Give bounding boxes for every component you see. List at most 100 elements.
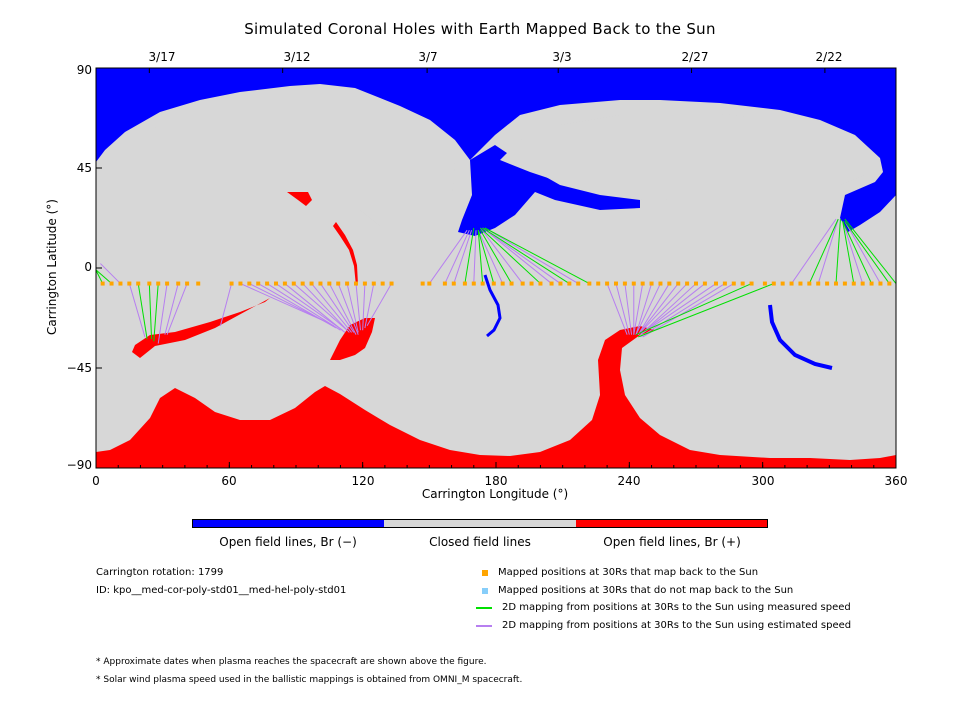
mapped-position-marker bbox=[256, 281, 261, 286]
estimated-mapping-line bbox=[293, 283, 348, 331]
colorbar-frame bbox=[192, 519, 768, 528]
mapped-position-marker bbox=[118, 281, 123, 286]
mapped-position-marker bbox=[185, 281, 190, 286]
estimated-mapping-line bbox=[637, 283, 688, 336]
measured-mapping-line bbox=[842, 221, 855, 284]
mapped-position-marker bbox=[318, 281, 323, 286]
mapped-position-marker bbox=[685, 281, 690, 286]
blue-square-icon bbox=[482, 587, 488, 594]
mapped-position-marker bbox=[762, 281, 767, 286]
estimated-mapping-line bbox=[637, 283, 670, 335]
estimated-mapping-line bbox=[615, 283, 630, 335]
measured-mapping-line bbox=[464, 227, 475, 284]
estimated-mapping-line bbox=[157, 283, 168, 344]
estimated-mapping-line bbox=[240, 283, 326, 322]
mapped-position-marker bbox=[576, 281, 581, 286]
mapped-position-marker bbox=[238, 281, 243, 286]
mapped-position-marker bbox=[798, 281, 803, 286]
mapped-position-marker bbox=[549, 281, 554, 286]
negative-filament bbox=[483, 274, 502, 338]
measured-mapping-line bbox=[844, 221, 890, 284]
mapped-position-marker bbox=[451, 281, 456, 286]
mapped-position-marker bbox=[878, 281, 883, 286]
date-tick: 2/27 bbox=[681, 50, 709, 64]
x-axis-label: Carrington Longitude (°) bbox=[421, 487, 569, 501]
mapped-position-marker bbox=[196, 281, 201, 286]
legend-label: 2D mapping from positions at 30Rs to the… bbox=[502, 620, 852, 631]
mapped-position-marker bbox=[860, 281, 865, 286]
mapped-position-marker bbox=[702, 281, 707, 286]
measured-mapping-line bbox=[482, 227, 570, 284]
negative-filament bbox=[768, 304, 833, 370]
estimated-mapping-line bbox=[640, 283, 697, 336]
axis-ticks bbox=[95, 67, 897, 469]
mapped-position-marker bbox=[380, 281, 385, 286]
estimated-mapping-line bbox=[635, 283, 653, 335]
estimated-mapping-line bbox=[266, 283, 341, 331]
estimated-mapping-line bbox=[362, 283, 366, 331]
mapped-position-marker bbox=[587, 281, 592, 286]
mapped-position-marker bbox=[780, 281, 785, 286]
legend-item: 2D mapping from positions at 30Rs to the… bbox=[476, 620, 851, 631]
measured-mapping-line bbox=[842, 221, 873, 284]
mapped-position-marker bbox=[614, 281, 618, 286]
estimated-mapping-line bbox=[484, 227, 579, 284]
mapped-position-marker bbox=[442, 281, 447, 286]
estimated-mapping-line bbox=[480, 227, 524, 284]
mapped-position-marker bbox=[165, 281, 170, 286]
mapped-position-marker bbox=[676, 281, 681, 286]
measured-mapping-line bbox=[480, 229, 512, 284]
mapped-position-markers bbox=[100, 281, 892, 286]
x-tick-label: 60 bbox=[221, 474, 237, 488]
estimated-mapping-line bbox=[100, 263, 121, 284]
estimated-mapping-line bbox=[275, 283, 343, 331]
mapped-position-marker bbox=[789, 281, 794, 286]
orange-square-icon bbox=[482, 569, 488, 576]
measured-mapping-line bbox=[635, 283, 752, 336]
closed-field-island bbox=[120, 96, 455, 240]
estimated-mapping-line bbox=[311, 283, 352, 333]
x-tick-label: 240 bbox=[617, 474, 641, 488]
date-tick: 3/3 bbox=[552, 50, 572, 64]
mapped-position-marker bbox=[100, 281, 105, 286]
mapped-position-marker bbox=[229, 281, 234, 286]
estimated-mapping-line bbox=[482, 227, 552, 284]
positive-filament bbox=[333, 222, 358, 286]
mapped-position-marker bbox=[345, 281, 350, 286]
y-tick-label: 45 bbox=[76, 161, 92, 175]
estimated-mapping-line bbox=[606, 283, 628, 335]
estimated-mapping-line bbox=[640, 283, 726, 338]
carrington-rotation: Carrington rotation: 1799 bbox=[96, 567, 224, 578]
mapped-position-marker bbox=[771, 281, 776, 286]
mapped-position-marker bbox=[825, 281, 830, 286]
date-tick: 3/12 bbox=[283, 50, 311, 64]
estimated-mapping-line bbox=[633, 283, 644, 335]
estimated-mapping-line bbox=[842, 221, 864, 284]
date-tick: 3/17 bbox=[148, 50, 176, 64]
estimated-mapping-line bbox=[166, 283, 188, 335]
mapped-position-marker bbox=[420, 281, 425, 286]
x-tick-label: 0 bbox=[92, 474, 100, 488]
mapped-position-marker bbox=[336, 281, 341, 286]
mapped-position-marker bbox=[480, 281, 485, 286]
measured-mapping-line bbox=[835, 219, 841, 284]
mapped-position-marker bbox=[147, 281, 152, 286]
mapped-position-marker bbox=[631, 281, 636, 286]
mapped-position-marker bbox=[605, 281, 610, 286]
estimated-mapping-line bbox=[640, 283, 717, 336]
estimated-mapping-line bbox=[844, 221, 881, 284]
x-tick-label: 180 bbox=[484, 474, 508, 488]
mapped-position-marker bbox=[362, 281, 367, 286]
mapped-position-marker bbox=[176, 281, 181, 286]
measured-mapping-line bbox=[96, 269, 112, 284]
mapped-position-marker bbox=[722, 281, 727, 286]
mapped-position-marker bbox=[869, 281, 874, 286]
positive-patch bbox=[330, 318, 375, 360]
legend-item: 2D mapping from positions at 30Rs to the… bbox=[476, 602, 851, 613]
estimated-mapping-line bbox=[346, 283, 359, 333]
measured-mapping-line bbox=[484, 227, 590, 284]
mapped-position-marker bbox=[389, 281, 394, 286]
x-tick-label: 360 bbox=[884, 474, 908, 488]
positive-patch bbox=[132, 298, 270, 358]
